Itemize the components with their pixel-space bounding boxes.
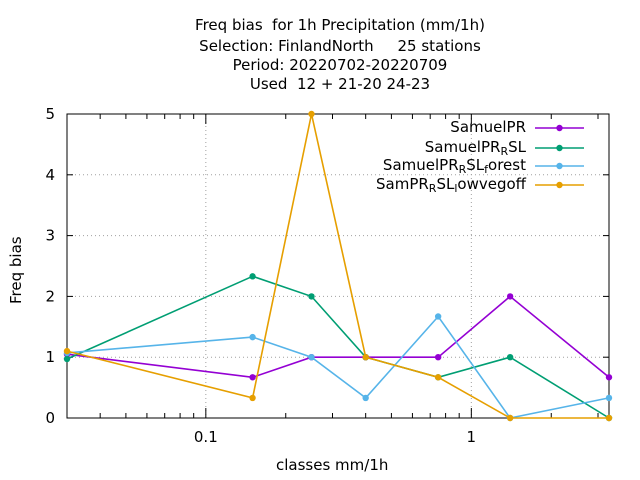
x-axis-title: classes mm/1h: [276, 456, 389, 474]
series-point-0: [506, 293, 514, 300]
series-point-2: [362, 394, 369, 402]
series-point-2: [249, 333, 256, 341]
legend-entry-1: SamuelPRRSL: [424, 138, 526, 158]
series-point-0: [605, 374, 613, 381]
series-point-2: [308, 354, 315, 361]
series-point-3: [605, 414, 613, 422]
legend-entry-3: SamPRRSLlowvegoff: [376, 175, 526, 195]
legend-entry-0: SamuelPR: [450, 118, 526, 136]
y-tick-label: 2: [45, 287, 55, 305]
series-point-3: [362, 354, 369, 361]
series-point-2: [605, 394, 613, 402]
legend-sample-point: [556, 124, 563, 132]
y-tick-label: 0: [45, 409, 55, 427]
series-point-3: [434, 374, 442, 381]
chart-title-line-3: Period: 20220702-20220709: [232, 56, 448, 74]
series-point-3: [249, 394, 256, 402]
series-line-0: [66, 295, 610, 379]
series-line-1: [66, 275, 610, 419]
y-tick-label: 3: [45, 227, 55, 245]
series-point-3: [308, 110, 315, 118]
x-tick-label: 0.1: [194, 428, 218, 446]
legend-entry-2: SamuelPRRSLforest: [382, 156, 526, 176]
series-point-1: [308, 293, 315, 300]
series-point-3: [506, 414, 514, 422]
chart-title-line-1: Freq bias for 1h Precipitation (mm/1h): [195, 16, 485, 34]
chart-title-line-4: Used 12 + 21-20 24-23: [249, 75, 431, 93]
plot-frame: [66, 113, 610, 419]
series-point-1: [249, 273, 256, 280]
series-point-1: [63, 355, 71, 363]
chart-title-line-2: Selection: FinlandNorth 25 stations: [199, 37, 481, 55]
series-point-0: [434, 354, 442, 361]
y-tick-label: 5: [45, 105, 55, 123]
series-point-2: [434, 313, 442, 320]
series-point-1: [506, 354, 514, 361]
legend-sample-point: [556, 144, 563, 152]
legend-sample-point: [556, 162, 563, 170]
x-tick-label: 1: [467, 428, 477, 446]
series-point-0: [249, 374, 256, 381]
y-axis-title: Freq bias: [7, 236, 25, 304]
series-point-3: [63, 347, 71, 355]
legend-sample-point: [556, 181, 563, 189]
y-tick-label: 1: [45, 348, 55, 366]
series-line-3: [66, 113, 609, 419]
y-tick-label: 4: [45, 166, 55, 184]
